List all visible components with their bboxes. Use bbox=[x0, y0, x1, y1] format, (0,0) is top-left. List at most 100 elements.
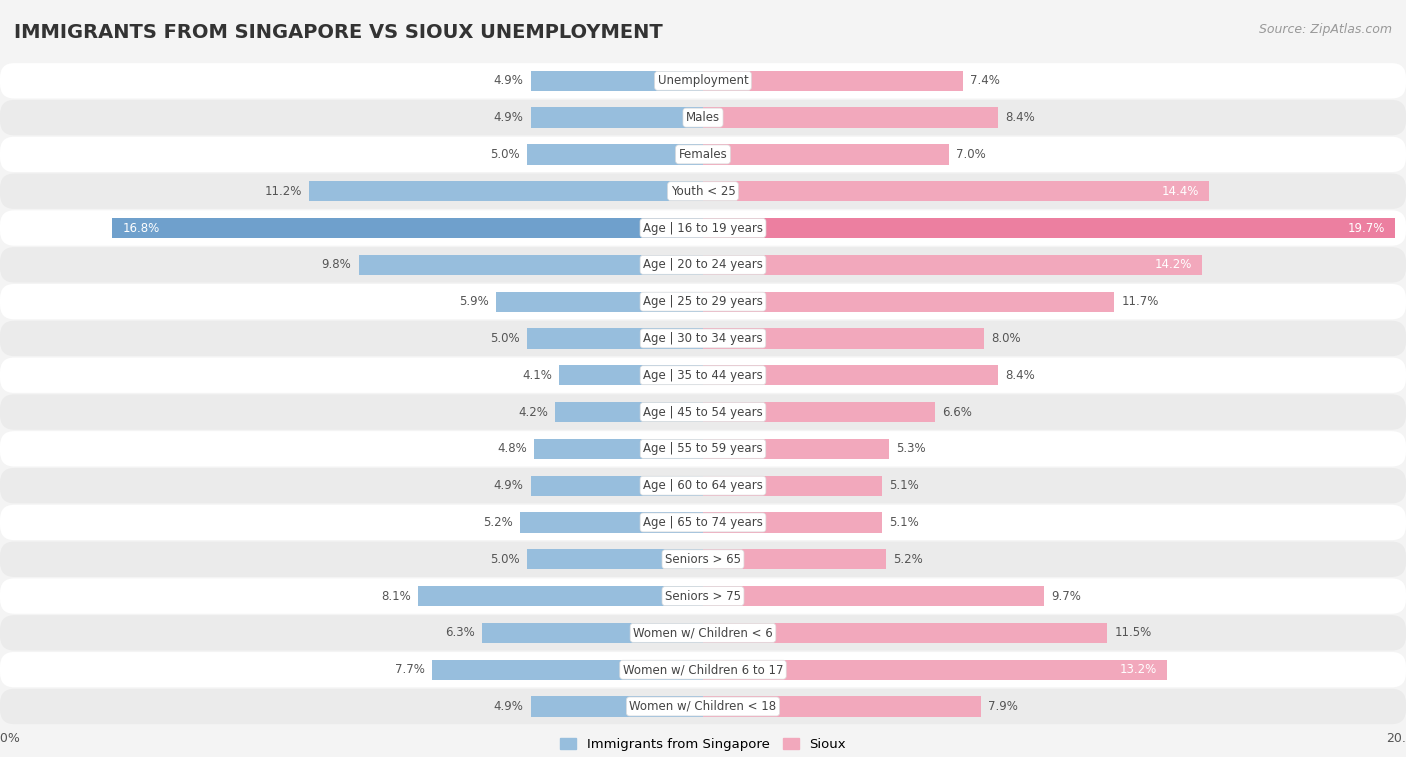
Text: 7.0%: 7.0% bbox=[956, 148, 986, 161]
Bar bbox=[531, 70, 703, 91]
Bar bbox=[520, 512, 703, 533]
Bar bbox=[481, 623, 703, 643]
Text: Seniors > 65: Seniors > 65 bbox=[665, 553, 741, 565]
FancyBboxPatch shape bbox=[0, 541, 1406, 577]
FancyBboxPatch shape bbox=[0, 247, 1406, 282]
FancyBboxPatch shape bbox=[0, 284, 1406, 319]
Text: 5.2%: 5.2% bbox=[893, 553, 922, 565]
Text: 9.7%: 9.7% bbox=[1050, 590, 1081, 603]
Text: 5.3%: 5.3% bbox=[897, 442, 927, 456]
Bar bbox=[703, 181, 1209, 201]
Text: 8.4%: 8.4% bbox=[1005, 111, 1035, 124]
Text: 5.1%: 5.1% bbox=[889, 516, 920, 529]
Text: Seniors > 75: Seniors > 75 bbox=[665, 590, 741, 603]
Bar bbox=[309, 181, 703, 201]
Text: 6.6%: 6.6% bbox=[942, 406, 972, 419]
Text: Age | 16 to 19 years: Age | 16 to 19 years bbox=[643, 222, 763, 235]
Text: 4.2%: 4.2% bbox=[519, 406, 548, 419]
Text: Youth < 25: Youth < 25 bbox=[671, 185, 735, 198]
Text: 8.1%: 8.1% bbox=[381, 590, 412, 603]
FancyBboxPatch shape bbox=[0, 652, 1406, 687]
Bar bbox=[703, 365, 998, 385]
Text: Women w/ Children < 18: Women w/ Children < 18 bbox=[630, 700, 776, 713]
Bar bbox=[703, 586, 1043, 606]
FancyBboxPatch shape bbox=[0, 357, 1406, 393]
Text: Age | 55 to 59 years: Age | 55 to 59 years bbox=[643, 442, 763, 456]
Bar bbox=[703, 70, 963, 91]
Bar bbox=[359, 254, 703, 275]
Text: 4.9%: 4.9% bbox=[494, 74, 524, 87]
Text: Women w/ Children 6 to 17: Women w/ Children 6 to 17 bbox=[623, 663, 783, 676]
FancyBboxPatch shape bbox=[0, 578, 1406, 614]
Bar bbox=[527, 549, 703, 569]
Bar bbox=[112, 218, 703, 238]
Bar bbox=[703, 329, 984, 348]
Bar bbox=[703, 107, 998, 128]
Bar bbox=[433, 659, 703, 680]
FancyBboxPatch shape bbox=[0, 173, 1406, 209]
Text: Unemployment: Unemployment bbox=[658, 74, 748, 87]
Text: Age | 35 to 44 years: Age | 35 to 44 years bbox=[643, 369, 763, 382]
FancyBboxPatch shape bbox=[0, 431, 1406, 466]
Bar bbox=[496, 291, 703, 312]
Text: 11.5%: 11.5% bbox=[1114, 626, 1152, 640]
FancyBboxPatch shape bbox=[0, 100, 1406, 136]
Text: Males: Males bbox=[686, 111, 720, 124]
Text: 8.4%: 8.4% bbox=[1005, 369, 1035, 382]
Text: 6.3%: 6.3% bbox=[444, 626, 475, 640]
Text: Source: ZipAtlas.com: Source: ZipAtlas.com bbox=[1258, 23, 1392, 36]
Text: 9.8%: 9.8% bbox=[322, 258, 352, 271]
Bar bbox=[531, 475, 703, 496]
Text: 14.4%: 14.4% bbox=[1161, 185, 1198, 198]
Bar bbox=[534, 439, 703, 459]
Bar bbox=[703, 696, 981, 717]
Bar bbox=[527, 145, 703, 164]
Text: 7.4%: 7.4% bbox=[970, 74, 1000, 87]
Bar bbox=[531, 107, 703, 128]
Text: 4.1%: 4.1% bbox=[522, 369, 551, 382]
Text: Age | 25 to 29 years: Age | 25 to 29 years bbox=[643, 295, 763, 308]
Text: Age | 45 to 54 years: Age | 45 to 54 years bbox=[643, 406, 763, 419]
FancyBboxPatch shape bbox=[0, 394, 1406, 430]
Bar bbox=[527, 329, 703, 348]
Text: 4.9%: 4.9% bbox=[494, 479, 524, 492]
Text: 5.0%: 5.0% bbox=[491, 553, 520, 565]
Bar bbox=[560, 365, 703, 385]
Text: 14.2%: 14.2% bbox=[1154, 258, 1192, 271]
Bar bbox=[703, 402, 935, 422]
Legend: Immigrants from Singapore, Sioux: Immigrants from Singapore, Sioux bbox=[555, 734, 851, 757]
Text: 7.9%: 7.9% bbox=[987, 700, 1018, 713]
Text: IMMIGRANTS FROM SINGAPORE VS SIOUX UNEMPLOYMENT: IMMIGRANTS FROM SINGAPORE VS SIOUX UNEMP… bbox=[14, 23, 662, 42]
Text: 5.0%: 5.0% bbox=[491, 148, 520, 161]
Bar bbox=[703, 512, 883, 533]
Bar bbox=[703, 549, 886, 569]
Bar bbox=[703, 623, 1108, 643]
FancyBboxPatch shape bbox=[0, 210, 1406, 246]
Text: Females: Females bbox=[679, 148, 727, 161]
Bar bbox=[703, 291, 1114, 312]
Text: Age | 60 to 64 years: Age | 60 to 64 years bbox=[643, 479, 763, 492]
Text: Age | 30 to 34 years: Age | 30 to 34 years bbox=[643, 332, 763, 345]
Text: 5.2%: 5.2% bbox=[484, 516, 513, 529]
Bar bbox=[419, 586, 703, 606]
Bar bbox=[703, 254, 1202, 275]
Bar bbox=[531, 696, 703, 717]
Bar bbox=[703, 145, 949, 164]
FancyBboxPatch shape bbox=[0, 137, 1406, 172]
Bar bbox=[703, 659, 1167, 680]
Text: 4.9%: 4.9% bbox=[494, 700, 524, 713]
Text: Women w/ Children < 6: Women w/ Children < 6 bbox=[633, 626, 773, 640]
FancyBboxPatch shape bbox=[0, 505, 1406, 540]
Text: 19.7%: 19.7% bbox=[1347, 222, 1385, 235]
Text: 4.9%: 4.9% bbox=[494, 111, 524, 124]
Text: Age | 65 to 74 years: Age | 65 to 74 years bbox=[643, 516, 763, 529]
Bar bbox=[703, 218, 1395, 238]
FancyBboxPatch shape bbox=[0, 615, 1406, 650]
FancyBboxPatch shape bbox=[0, 63, 1406, 98]
FancyBboxPatch shape bbox=[0, 468, 1406, 503]
Text: 5.9%: 5.9% bbox=[458, 295, 489, 308]
Text: 13.2%: 13.2% bbox=[1119, 663, 1156, 676]
Text: Age | 20 to 24 years: Age | 20 to 24 years bbox=[643, 258, 763, 271]
Bar bbox=[703, 475, 883, 496]
Text: 16.8%: 16.8% bbox=[124, 222, 160, 235]
